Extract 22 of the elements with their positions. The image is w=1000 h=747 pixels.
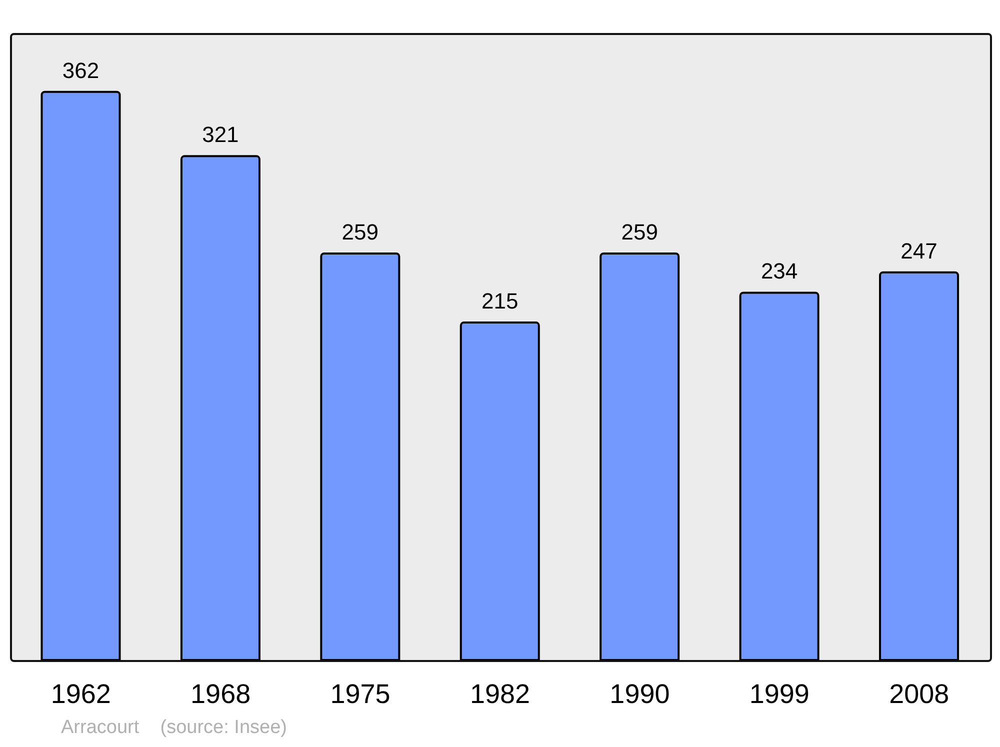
data-label: 259 [342,219,379,244]
bar [180,155,260,660]
x-tick-label: 1962 [50,679,111,710]
bar [739,292,820,660]
data-label: 215 [482,288,518,314]
x-tick-label: 1990 [610,679,670,710]
data-label: 321 [202,122,239,148]
x-tick-label: 1975 [330,679,390,710]
text: Arracourt (source: Insee) [61,717,287,739]
x-tick-label: 1982 [470,679,530,710]
bar [460,322,540,660]
x-tick-label: 1968 [190,679,251,710]
bar [879,271,960,660]
bar [600,252,680,660]
data-label: 362 [62,58,100,83]
data-label: 247 [900,238,938,264]
bar [320,252,400,660]
x-tick-label: 2008 [889,679,950,710]
bar [40,90,121,660]
x-tick-label: 1999 [749,679,810,710]
data-label: 234 [760,258,798,284]
data-label: 259 [621,219,658,244]
